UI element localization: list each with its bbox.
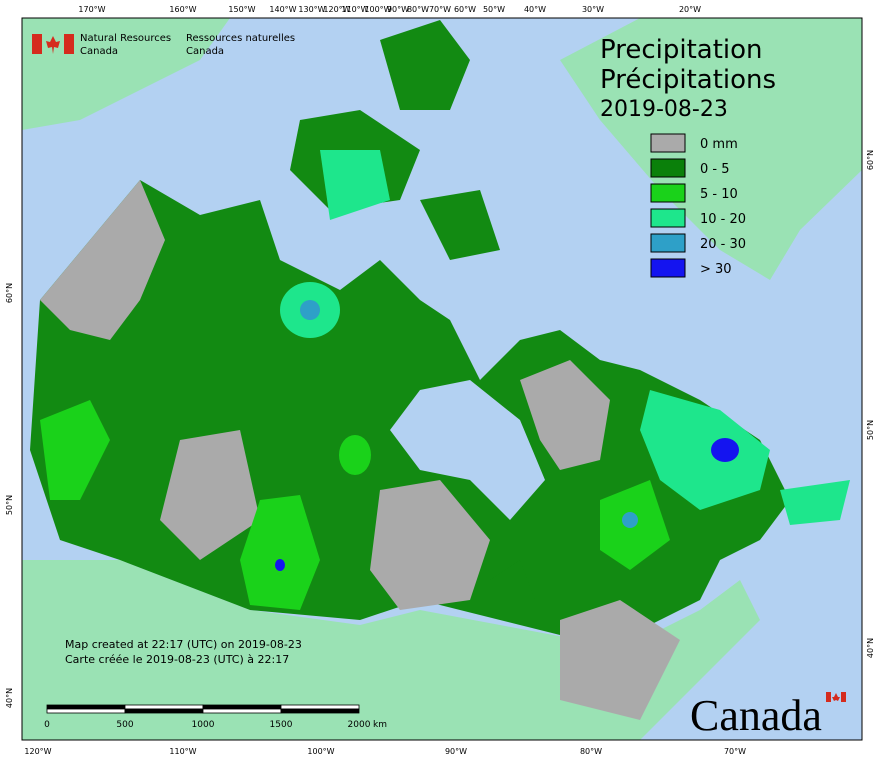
greenland [560,18,862,280]
graticule-label: 40°W [524,5,546,14]
wet-area [640,390,770,510]
legend-swatch [650,133,686,153]
graticule-label: 50°W [483,5,505,14]
arctic-island [380,20,470,110]
canada-wordmark: Canada [690,691,846,740]
wet-area [320,150,390,220]
graticule-label: 40°N [5,688,14,708]
legend-label: > 30 [700,262,732,277]
map-frame [21,17,863,741]
graticule-label: 80°W [407,5,429,14]
scale-segment [124,704,204,710]
legend-swatch [650,233,686,253]
graticule-label: 50°N [866,420,875,440]
scale-segment [280,708,360,714]
dry-area [560,600,680,720]
graticule-label: 20°W [679,5,701,14]
graticule-label: 100°W [364,5,391,14]
date: 2019-08-23 [600,97,728,122]
nrcan-signature: Natural Resources Canada Ressources natu… [32,33,295,57]
graticule-label: 170°W [78,5,105,14]
graticule-label: 60°N [5,283,14,303]
scale-segment [202,704,282,710]
graticule-labels: 170°W 160°W 150°W 140°W 130°W120°W110°W100°W… [5,5,875,756]
graticule-label: 70°W [429,5,451,14]
scale-label: 1500 [270,720,293,730]
graticule-label: 120°W [24,747,51,756]
graticule-label: 110°W [169,747,196,756]
footer-text: Carte créée le 2019-08-23 (UTC) à 22:17 [65,653,289,666]
flag-bar [841,692,846,702]
title: Précipitations [600,65,776,95]
wet-area [275,559,285,571]
graticule-label: 110°W [341,5,368,14]
scale-label: 500 [116,720,133,730]
scale-bar: 0 500 1000 1500 2000 km [44,704,387,730]
legend-label: 10 - 20 [700,212,746,227]
hudson-bay [390,380,545,520]
dry-area [40,180,165,340]
graticule-label: 90°W [387,5,409,14]
legend: 0 mm 0 - 5 5 - 10 10 - 20 20 - 30 > 30 [650,133,746,278]
flag-bar [32,34,42,54]
wet-area [339,435,371,475]
graticule-label: 160°W [169,5,196,14]
wet-area [622,512,638,528]
map-area [21,17,863,741]
scale-unit: km [373,720,387,730]
scale-segment [46,704,126,710]
scale-label: 0 [44,720,50,730]
maple-leaf [46,36,60,54]
arctic-island [420,190,500,260]
legend-swatch [650,158,686,178]
graticule-label: 60°W [454,5,476,14]
scale-segment [46,708,126,714]
wet-area [240,495,320,610]
graticule-label: 140°W [269,5,296,14]
maple-leaf [832,693,840,701]
graticule-label: 50°N [5,495,14,515]
wordmark: Canada [690,691,822,740]
dry-area [520,360,610,470]
graticule-label: 60°N [866,150,875,170]
scale-segment [280,704,360,710]
wet-area [300,300,320,320]
graticule-label: 80°W [580,747,602,756]
scale-segment [124,708,204,714]
graticule-label: 40°N [866,638,875,658]
graticule-label: 70°W [724,747,746,756]
header-text: Canada [80,46,118,57]
header-text: Natural Resources [80,33,171,44]
header-text: Ressources naturelles [186,33,295,44]
flag-bar [64,34,74,54]
wet-area [40,400,110,500]
header-text: Canada [186,46,224,57]
graticule-label: 100°W [307,747,334,756]
footer-text: Map created at 22:17 (UTC) on 2019-08-23 [65,638,302,651]
flag-bar [826,692,831,702]
scale-segment [202,708,282,714]
lake-area [490,560,535,620]
scale-label: 1000 [192,720,215,730]
graticule-label: 150°W [228,5,255,14]
wet-area [780,480,850,525]
legend-swatch [650,183,686,203]
graticule-label: 30°W [582,5,604,14]
dry-area [160,430,260,560]
legend-label: 20 - 30 [700,237,746,252]
legend-label: 0 mm [700,137,738,152]
legend-swatch [650,208,686,228]
scale-label: 2000 [348,720,371,730]
wet-area [711,438,739,462]
title: Precipitation [600,35,763,65]
legend-swatch [650,258,686,278]
graticule-label: 90°W [445,747,467,756]
legend-label: 0 - 5 [700,162,730,177]
graticule-label: 120°W [323,5,350,14]
dry-area [370,480,490,610]
graticule-label: 130°W [298,5,325,14]
legend-label: 5 - 10 [700,187,738,202]
